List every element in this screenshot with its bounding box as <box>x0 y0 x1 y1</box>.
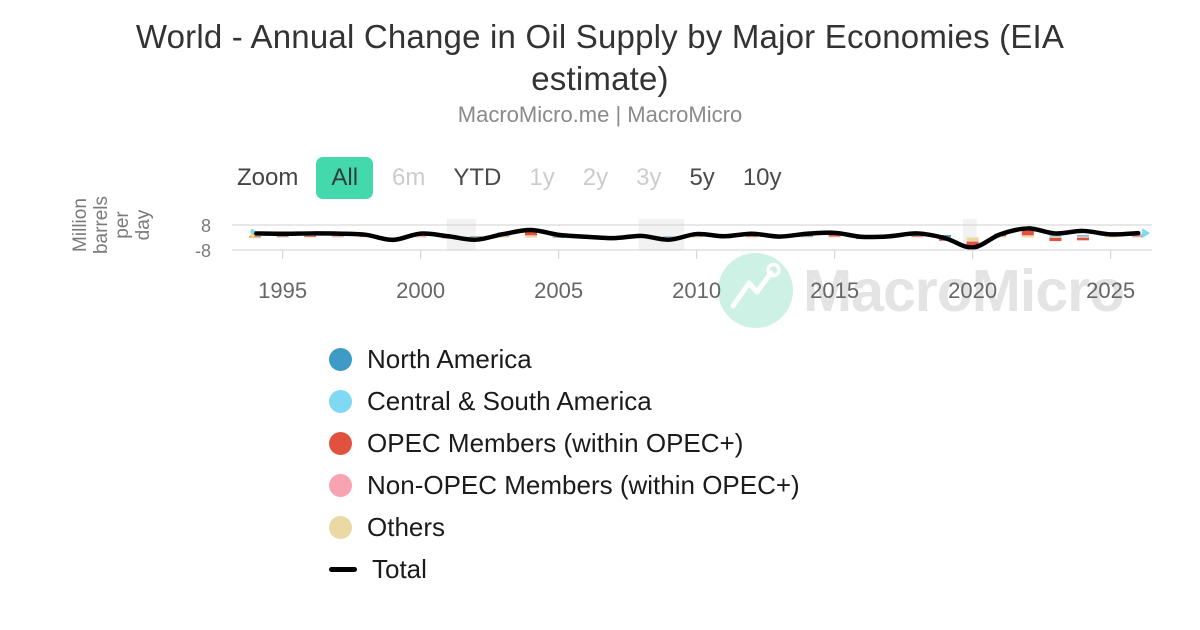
bar-segment <box>1021 235 1034 238</box>
legend-label: North America <box>367 344 532 374</box>
bar-segment <box>497 236 510 238</box>
bar-segment <box>966 237 979 242</box>
opec-members-within-opec-swatch <box>329 432 352 455</box>
central-south-america-swatch <box>329 390 352 413</box>
legend-item-central-south-america[interactable]: Central & South America <box>329 386 800 416</box>
x-tick-label: 2015 <box>810 278 859 303</box>
bar-segment <box>966 241 979 249</box>
legend-item-non-opec-members-within-opec[interactable]: Non-OPEC Members (within OPEC+) <box>329 470 800 500</box>
bar-segment <box>331 235 344 238</box>
bar-segment <box>828 236 841 238</box>
x-tick-label: 2010 <box>672 278 721 303</box>
zoom-label: Zoom <box>237 164 299 191</box>
legend-label: Central & South America <box>367 386 652 416</box>
bar-segment <box>525 235 537 238</box>
bar-segment <box>552 236 565 238</box>
zoom-range-10y[interactable]: 10y <box>734 157 791 199</box>
logo-flag-circle <box>766 262 781 278</box>
legend-item-opec-members-within-opec[interactable]: OPEC Members (within OPEC+) <box>329 428 800 458</box>
zoom-toolbar: Zoom All 6m YTD 1y 2y 3y 5y 10y <box>237 156 791 200</box>
chart-subtitle: MacroMicro.me | MacroMicro <box>457 102 743 127</box>
series-start-marker <box>250 233 255 238</box>
y-tick-label: 8 <box>201 216 211 236</box>
legend-label: Non-OPEC Members (within OPEC+) <box>367 470 800 500</box>
series-start-marker <box>250 229 255 234</box>
bar-segment <box>1077 235 1089 237</box>
bar-segment <box>1021 230 1034 235</box>
zoom-range-1y: 1y <box>520 157 563 199</box>
bar-segment <box>276 236 289 238</box>
legend-label: OPEC Members (within OPEC+) <box>367 428 744 458</box>
zoom-range-6m: 6m <box>383 157 434 199</box>
bar-segment <box>414 235 427 237</box>
total-line <box>252 226 1141 250</box>
bar-segment <box>1132 236 1145 238</box>
bar-segment <box>1077 236 1089 238</box>
x-tick-label: 1995 <box>258 278 307 303</box>
bar-segment <box>1049 237 1062 242</box>
legend-item-others[interactable]: Others <box>329 512 800 542</box>
bar-segment <box>911 236 924 237</box>
zoom-range-all[interactable]: All <box>316 157 374 199</box>
zoom-range-ytd[interactable]: YTD <box>444 157 510 199</box>
legend-label: Total <box>372 554 427 584</box>
bar-segment <box>1021 235 1034 236</box>
bar-segment <box>828 235 841 237</box>
latest-value-arrow <box>1142 228 1151 239</box>
legend: North America Central & South America OPEC… <box>329 344 800 599</box>
non-opec-members-within-opec-swatch <box>329 474 352 497</box>
north-america-swatch <box>329 348 352 371</box>
bar-segment <box>414 236 427 238</box>
x-tick-label: 2005 <box>534 278 583 303</box>
y-tick-label: -8 <box>195 241 211 261</box>
bar-segment <box>1049 236 1062 238</box>
zoom-range-2y: 2y <box>574 157 617 199</box>
total-swatch <box>329 567 357 572</box>
x-tick-label: 2020 <box>948 278 997 303</box>
bar-segment <box>1077 237 1089 241</box>
legend-item-total[interactable]: Total <box>329 554 800 584</box>
bar-segment <box>525 235 537 236</box>
zoom-range-3y: 3y <box>627 157 670 199</box>
watermark-text: MacroMicro <box>803 258 1124 324</box>
chart-title: World - Annual Change in Oil Supply by M… <box>135 18 1065 98</box>
bar-segment <box>304 235 317 237</box>
bar-segment <box>525 231 537 235</box>
bar-segment <box>690 235 703 238</box>
legend-label: Others <box>367 512 446 542</box>
zoom-range-5y[interactable]: 5y <box>680 157 723 199</box>
bar-segment <box>249 237 261 239</box>
logo-mountain-line <box>730 270 774 309</box>
others-swatch <box>329 516 352 539</box>
x-tick-label: 2000 <box>396 278 445 303</box>
bar-segment <box>994 236 1007 238</box>
bar-segment <box>745 235 758 237</box>
bar-segment <box>1049 236 1062 237</box>
legend-item-north-america[interactable]: North America <box>329 344 800 374</box>
x-tick-label: 2025 <box>1086 278 1135 303</box>
bar-segment <box>1132 235 1145 237</box>
